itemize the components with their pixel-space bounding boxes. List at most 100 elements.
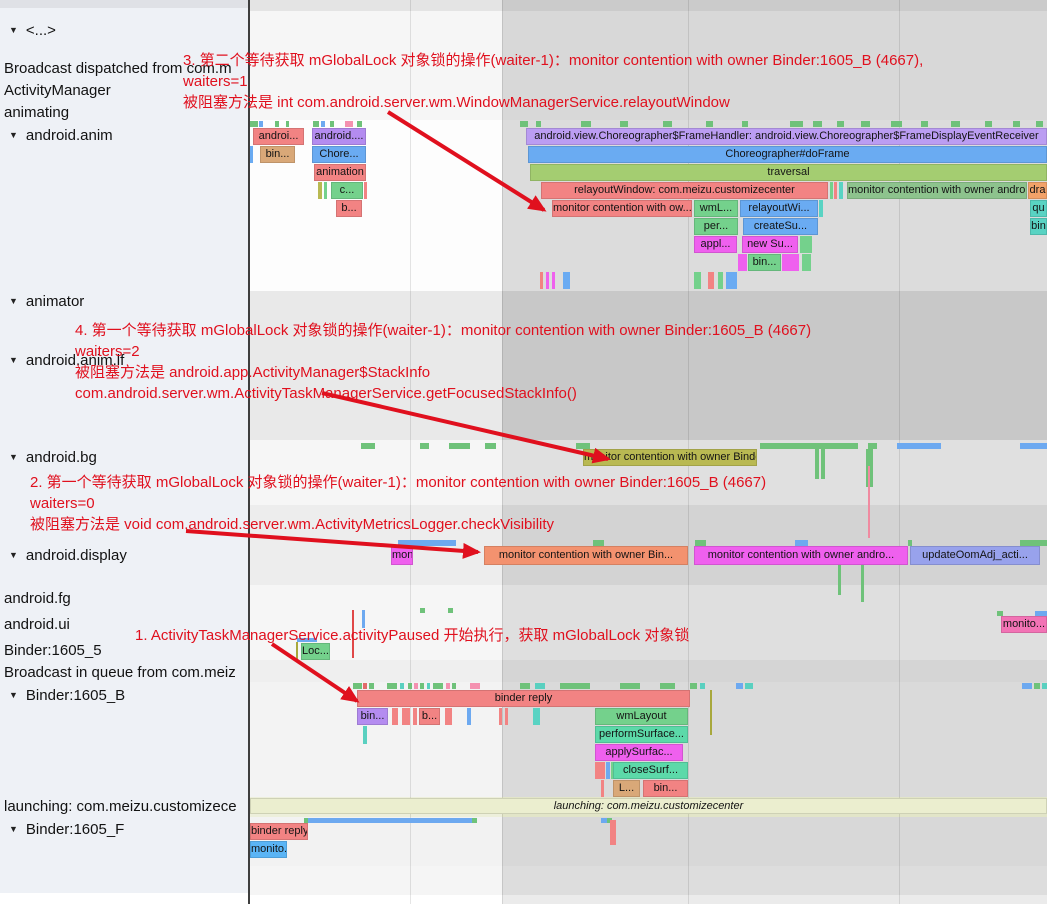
- slice-tick[interactable]: [308, 818, 472, 823]
- expander-icon[interactable]: ▼: [9, 130, 18, 140]
- slice-updateoomadj-acti[interactable]: updateOomAdj_acti...: [910, 546, 1040, 565]
- slice-tick[interactable]: [802, 254, 811, 271]
- slice-tick[interactable]: [742, 121, 748, 127]
- slice-tick[interactable]: [352, 610, 354, 658]
- slice-closesurf[interactable]: closeSurf...: [613, 762, 688, 779]
- slice-tick[interactable]: [363, 726, 367, 744]
- slice-monitor-contention-with-owner-andro[interactable]: monitor contention with owner andro...: [847, 182, 1027, 199]
- slice-tick[interactable]: [706, 121, 713, 127]
- slice-tick[interactable]: [446, 683, 450, 689]
- slice-tick[interactable]: [364, 182, 367, 199]
- slice-tick[interactable]: [449, 443, 470, 449]
- slice-tick[interactable]: [353, 683, 362, 689]
- slice-tick[interactable]: [485, 443, 496, 449]
- slice-chore[interactable]: Chore...: [312, 146, 366, 163]
- slice-tick[interactable]: [1034, 683, 1040, 689]
- slice-mon[interactable]: mon: [391, 546, 413, 565]
- slice-tick[interactable]: [861, 565, 864, 602]
- slice-tick[interactable]: [387, 683, 397, 689]
- slice-tick[interactable]: [813, 121, 822, 127]
- slice-tick[interactable]: [726, 272, 737, 289]
- slice-bin[interactable]: bin...: [643, 780, 688, 797]
- slice-tick[interactable]: [304, 818, 308, 823]
- slice-tick[interactable]: [330, 121, 334, 127]
- slice-tick[interactable]: [313, 121, 319, 127]
- sidebar-row-launching-com-meizu-customizece[interactable]: launching: com.meizu.customizece: [0, 798, 248, 817]
- slice-tick[interactable]: [1042, 683, 1047, 689]
- slice-tick[interactable]: [951, 121, 960, 127]
- slice-tick[interactable]: [601, 818, 607, 823]
- slice-tick[interactable]: [690, 683, 697, 689]
- slice-tick[interactable]: [663, 121, 672, 127]
- slice-bin[interactable]: bin...: [748, 254, 781, 271]
- slice-tick[interactable]: [837, 121, 844, 127]
- slice-l[interactable]: L...: [613, 780, 640, 797]
- slice-tick[interactable]: [275, 121, 279, 127]
- slice-tick[interactable]: [520, 121, 528, 127]
- sidebar-row-item[interactable]: ▼ <...>: [0, 22, 248, 41]
- slice-monito[interactable]: monito...: [250, 841, 287, 858]
- slice-tick[interactable]: [897, 443, 941, 449]
- slice-tick[interactable]: [552, 272, 555, 289]
- slice-tick[interactable]: [620, 683, 640, 689]
- sidebar-row-animating[interactable]: animating: [0, 104, 248, 123]
- slice-tick[interactable]: [620, 121, 628, 127]
- slice-tick[interactable]: [420, 683, 424, 689]
- slice-tick[interactable]: [250, 146, 253, 163]
- slice-relayoutwi[interactable]: relayoutWi...: [740, 200, 818, 217]
- slice-tick[interactable]: [369, 683, 374, 689]
- slice-b[interactable]: b...: [419, 708, 440, 725]
- slice-bin[interactable]: bin...: [260, 146, 295, 163]
- slice-dra[interactable]: dra: [1028, 182, 1047, 199]
- slice-tick[interactable]: [815, 449, 819, 479]
- slice-monitor-contention-with-owner-binder-160[interactable]: monitor contention with owner Binder:160…: [583, 449, 757, 466]
- slice-tick[interactable]: [345, 121, 353, 127]
- slice-per[interactable]: per...: [694, 218, 738, 235]
- slice-tick[interactable]: [402, 708, 410, 725]
- slice-tick[interactable]: [470, 683, 480, 689]
- slice-android[interactable]: android....: [312, 128, 366, 145]
- expander-icon[interactable]: ▼: [9, 824, 18, 834]
- slice-tick[interactable]: [830, 182, 833, 199]
- slice-tick[interactable]: [546, 272, 549, 289]
- slice-tick[interactable]: [1035, 611, 1047, 616]
- slice-tick[interactable]: [606, 762, 610, 779]
- sidebar-row-broadcast-dispatched-from-com-m[interactable]: Broadcast dispatched from com.m: [0, 60, 248, 79]
- slice-tick[interactable]: [782, 254, 799, 271]
- slice-tick[interactable]: [745, 683, 753, 689]
- slice-c[interactable]: c...: [331, 182, 363, 199]
- slice-tick[interactable]: [891, 121, 902, 127]
- slice-tick[interactable]: [736, 683, 743, 689]
- slice-tick[interactable]: [318, 182, 322, 199]
- slice-tick[interactable]: [694, 272, 701, 289]
- slice-tick[interactable]: [408, 683, 412, 689]
- slice-tick[interactable]: [1020, 540, 1047, 546]
- slice-applysurfac[interactable]: applySurfac...: [595, 744, 683, 761]
- slice-tick[interactable]: [445, 708, 452, 725]
- sidebar-row-binder-1605-5[interactable]: Binder:1605_5: [0, 642, 248, 661]
- slice-tick[interactable]: [361, 443, 375, 449]
- slice-tick[interactable]: [250, 121, 258, 127]
- slice-tick[interactable]: [448, 608, 453, 613]
- slice-tick[interactable]: [695, 540, 706, 546]
- slice-tick[interactable]: [467, 708, 471, 725]
- slice-tick[interactable]: [520, 683, 530, 689]
- slice-tick[interactable]: [505, 708, 508, 725]
- sidebar-row-android-anim-lf[interactable]: ▼ android.anim.lf: [0, 352, 248, 371]
- slice-tick[interactable]: [533, 708, 540, 725]
- slice-tick[interactable]: [297, 638, 317, 642]
- slice-tick[interactable]: [795, 540, 808, 546]
- slice-tick[interactable]: [1013, 121, 1020, 127]
- slice-tick[interactable]: [427, 683, 430, 689]
- slice-tick[interactable]: [472, 818, 477, 823]
- sidebar-row-android-ui[interactable]: android.ui: [0, 616, 248, 635]
- slice-tick[interactable]: [611, 762, 613, 779]
- expander-icon[interactable]: ▼: [9, 355, 18, 365]
- slice-tick[interactable]: [838, 565, 841, 595]
- slice-tick[interactable]: [760, 443, 858, 449]
- slice-tick[interactable]: [868, 443, 877, 449]
- slice-tick[interactable]: [607, 818, 612, 823]
- slice-choreographer-doframe[interactable]: Choreographer#doFrame: [528, 146, 1047, 163]
- sidebar-row-android-bg[interactable]: ▼ android.bg: [0, 449, 248, 468]
- slice-androi[interactable]: androi...: [253, 128, 304, 145]
